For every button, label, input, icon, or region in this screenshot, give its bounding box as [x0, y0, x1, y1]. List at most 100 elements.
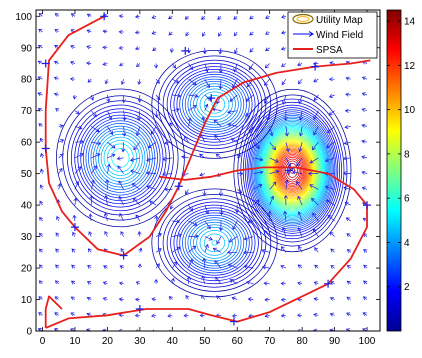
- wind-arrow: [38, 12, 43, 17]
- wind-arrow: [204, 243, 209, 253]
- utility-contour-line: [199, 91, 230, 118]
- spsa-path: [41, 12, 372, 329]
- wind-arrow: [69, 60, 76, 65]
- wind-arrow: [232, 220, 238, 231]
- wind-arrow: [233, 15, 238, 20]
- wind-arrow: [74, 166, 82, 174]
- wind-arrow: [219, 205, 224, 216]
- wind-arrow: [313, 110, 319, 120]
- wind-arrow: [122, 110, 127, 121]
- y-tick-label: 70: [21, 106, 33, 117]
- wind-arrow: [104, 179, 110, 190]
- wind-arrow: [118, 297, 124, 302]
- colorbar-tick-label: 12: [404, 61, 416, 72]
- wind-arrow: [201, 16, 206, 20]
- colorbar-tick-label: 6: [404, 194, 410, 205]
- wind-arrow: [263, 281, 270, 286]
- wind-arrow: [58, 153, 64, 159]
- spsa-waypoint-marker: [181, 46, 190, 55]
- wind-arrow: [188, 78, 197, 86]
- wind-arrow: [154, 278, 159, 284]
- wind-arrow: [39, 137, 44, 143]
- wind-arrow: [183, 313, 189, 318]
- wind-arrow: [172, 233, 183, 238]
- wind-arrow: [216, 236, 222, 245]
- utility-contour-line: [244, 104, 340, 237]
- wind-arrow: [169, 122, 174, 127]
- wind-arrow: [283, 210, 288, 221]
- wind-arrow: [313, 297, 319, 302]
- wind-arrow: [214, 260, 222, 269]
- wind-arrow: [202, 47, 207, 55]
- wind-arrow: [55, 264, 60, 269]
- utility-contour-line: [256, 121, 329, 220]
- utility-contour-line: [278, 151, 307, 190]
- wind-arrow: [118, 195, 124, 206]
- wind-arrow: [313, 281, 319, 286]
- wind-arrow: [296, 62, 303, 67]
- wind-arrow: [361, 139, 368, 144]
- wind-arrow: [91, 126, 100, 133]
- utility-contour-line: [151, 188, 278, 298]
- wind-arrow: [361, 92, 368, 97]
- utility-contour-line: [70, 104, 170, 212]
- utility-contour-line: [90, 125, 151, 191]
- wind-arrow: [297, 264, 303, 269]
- utility-contour-line: [254, 118, 331, 223]
- wind-arrow: [131, 183, 141, 190]
- x-tick-label: 40: [167, 336, 179, 347]
- wind-arrow: [232, 79, 238, 89]
- wind-arrow: [122, 126, 127, 137]
- wind-arrow: [155, 78, 160, 84]
- wind-arrow: [247, 297, 254, 302]
- wind-arrow: [102, 281, 108, 286]
- utility-contour-line: [88, 123, 153, 193]
- wind-arrow: [229, 279, 238, 285]
- wind-arrow: [363, 264, 368, 269]
- spsa-waypoint-marker: [324, 279, 333, 288]
- wind-arrow: [54, 296, 59, 301]
- wind-arrow: [185, 294, 190, 300]
- utility-contour-line: [170, 204, 259, 282]
- legend-item-wind-field: Wind Field: [293, 30, 363, 41]
- wind-arrow: [88, 213, 93, 221]
- wind-arrow: [106, 94, 111, 103]
- wind-arrow: [361, 170, 368, 175]
- wind-arrow: [103, 265, 108, 270]
- wind-arrow: [90, 165, 98, 174]
- wind-arrow: [38, 296, 43, 301]
- wind-arrow: [137, 79, 142, 85]
- wind-arrow: [285, 157, 291, 167]
- wind-arrow: [204, 236, 213, 241]
- wind-arrow: [186, 276, 191, 284]
- wind-arrow: [151, 14, 157, 19]
- wind-arrow: [87, 78, 92, 83]
- utility-contour-line: [92, 128, 148, 188]
- wind-arrow: [155, 94, 161, 101]
- wind-arrow: [90, 110, 97, 118]
- utility-contour-line: [257, 122, 328, 219]
- wind-arrow: [309, 157, 319, 164]
- wind-arrow: [106, 163, 111, 174]
- wind-arrow: [361, 155, 368, 160]
- wind-arrow: [230, 138, 238, 143]
- wind-arrow: [265, 15, 270, 19]
- wind-arrow: [137, 94, 142, 103]
- wind-arrow: [118, 45, 124, 51]
- wind-arrow: [86, 312, 92, 317]
- wind-arrow: [264, 31, 270, 35]
- utility-contour-line: [187, 219, 242, 267]
- spsa-waypoint-marker: [41, 144, 50, 153]
- wind-arrow: [151, 313, 157, 318]
- utility-contour-line: [246, 107, 339, 234]
- wind-arrow: [116, 156, 124, 161]
- wind-arrow: [164, 140, 173, 146]
- wind-arrow: [297, 211, 303, 222]
- y-tick-label: 10: [21, 295, 33, 306]
- wind-arrow: [72, 214, 77, 221]
- wind-arrow: [73, 197, 78, 206]
- wind-arrow: [345, 76, 351, 81]
- wind-arrow: [53, 60, 59, 65]
- wind-arrow: [280, 313, 286, 318]
- wind-arrow: [199, 172, 205, 177]
